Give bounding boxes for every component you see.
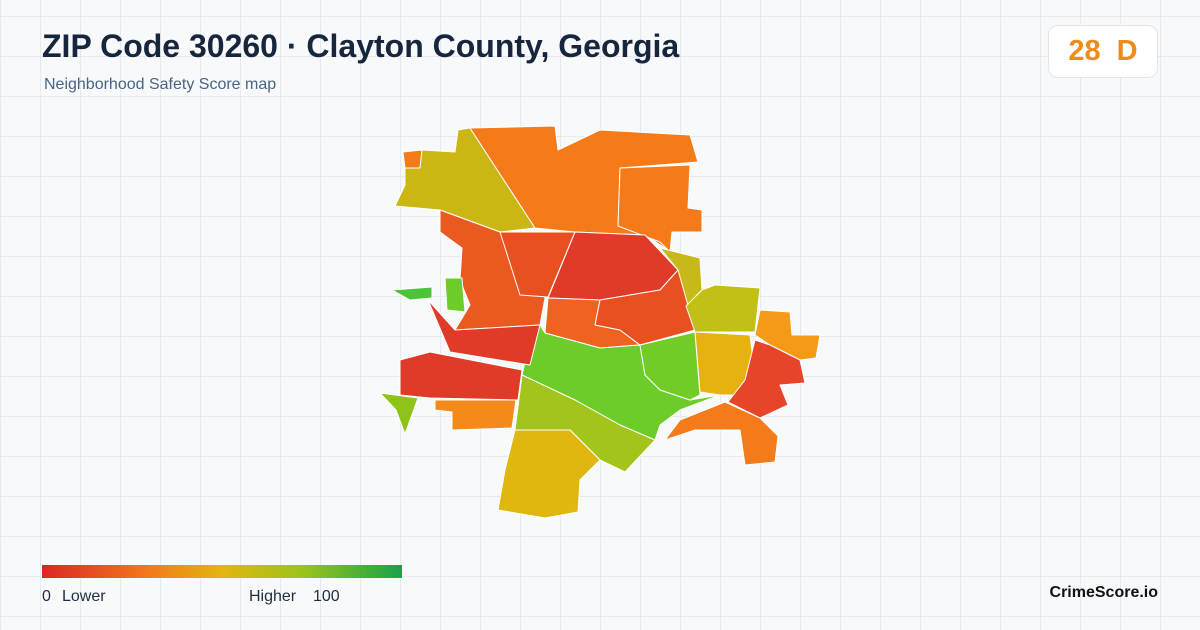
district xyxy=(685,284,761,333)
score-badge: 28 D xyxy=(1048,25,1158,78)
district xyxy=(754,309,821,361)
district xyxy=(617,164,703,253)
district xyxy=(497,429,601,519)
district xyxy=(444,277,466,313)
legend-min: 0 xyxy=(42,588,51,605)
district xyxy=(434,399,517,431)
brand: CrimeScore.io xyxy=(1049,584,1158,601)
district xyxy=(664,401,779,466)
district xyxy=(391,286,433,301)
legend-gradient xyxy=(42,565,402,578)
subtitle: Neighborhood Safety Score map xyxy=(44,76,277,93)
district xyxy=(399,351,523,401)
district xyxy=(594,269,696,346)
score-grade: D xyxy=(1116,35,1138,67)
legend-max: 100 xyxy=(313,588,340,605)
score-value: 28 xyxy=(1068,35,1101,67)
legend-min-label: Lower xyxy=(62,588,106,605)
district xyxy=(402,149,423,169)
legend-max-label: Higher xyxy=(249,588,297,605)
title: ZIP Code 30260 · Clayton County, Georgia xyxy=(42,28,680,64)
district xyxy=(727,339,806,419)
district xyxy=(379,392,419,435)
district xyxy=(427,299,541,366)
